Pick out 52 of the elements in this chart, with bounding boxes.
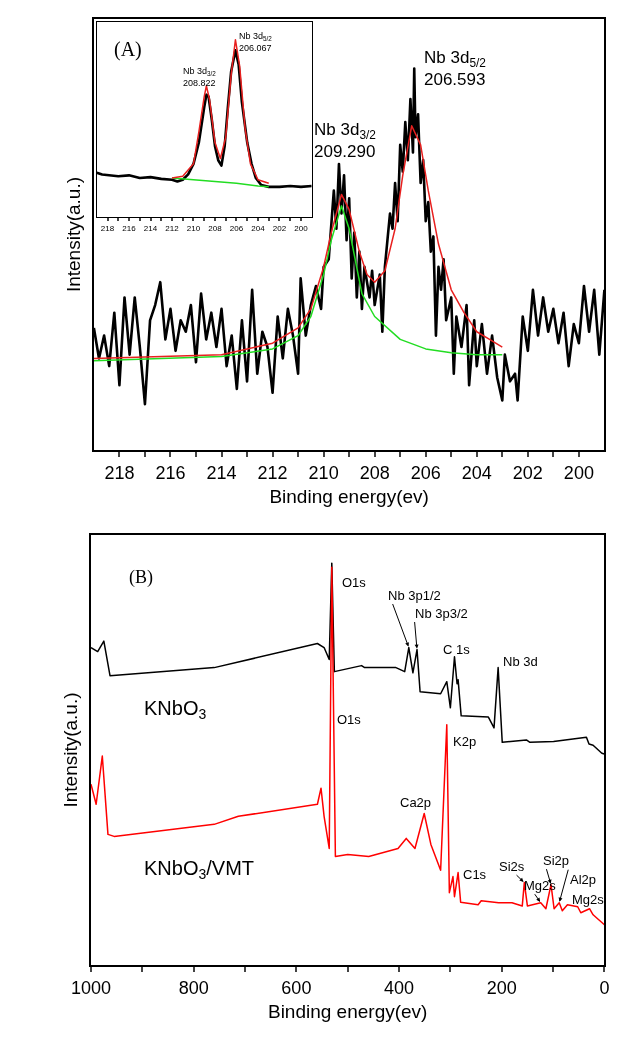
x-tick-label: 204	[461, 462, 492, 483]
annotation: O1s	[342, 575, 367, 590]
annotation: C1s	[463, 867, 487, 882]
y-axis-title: Intensity(a.u.)	[63, 176, 85, 293]
annotation: (B)	[129, 567, 153, 588]
x-tick-label: 212	[257, 462, 288, 483]
x-tick-label: 212	[165, 223, 180, 233]
x-tick-label: 200	[563, 462, 594, 483]
x-tick-label: 210	[186, 223, 201, 233]
x-tick-label: 800	[178, 977, 209, 998]
x-tick-label: 214	[143, 223, 158, 233]
annotation: Mg2s	[572, 892, 605, 907]
annotation: Nb 3d$_{5/2}$ 206.593	[424, 48, 487, 90]
x-tick-label: 0	[599, 977, 610, 998]
annotation: Nb 3p1/2	[388, 588, 441, 603]
series-label: KNbO$_{3}$/VMT	[144, 857, 255, 883]
annotation: Ca2p	[400, 795, 432, 810]
x-tick-label: 206	[410, 462, 441, 483]
x-tick-label: 206	[229, 223, 244, 233]
annotation: Nb 3d	[503, 654, 538, 669]
x-tick-label: 202	[272, 223, 287, 233]
x-axis-title: Binding energy(ev)	[269, 485, 429, 507]
x-tick-label: 218	[104, 462, 135, 483]
x-tick-label: 208	[359, 462, 390, 483]
y-axis-title: Intensity(a.u.)	[60, 692, 82, 808]
annotation: Si2s	[499, 859, 525, 874]
x-tick-label: 202	[512, 462, 543, 483]
annotation: Nb 3d$_{3/2}$ 209.290	[314, 120, 377, 162]
x-axis-title: Binding energy(ev)	[267, 1000, 428, 1022]
x-tick-label: 200	[486, 977, 517, 998]
annotation: K2p	[453, 734, 477, 749]
series-label: KNbO$_{3}$	[144, 697, 207, 723]
annotation: Al2p	[570, 872, 597, 887]
annotation: C 1s	[443, 642, 471, 657]
x-tick-label: 216	[155, 462, 186, 483]
x-tick-label: 216	[122, 223, 137, 233]
annotation: O1s	[337, 712, 362, 727]
x-tick-label: 208	[208, 223, 223, 233]
x-tick-label: 204	[251, 223, 266, 233]
annotation: Nb 3d$_{3/2}$ 208.822	[183, 66, 217, 88]
annotation: Nb 3p3/2	[415, 606, 468, 621]
x-tick-label: 400	[384, 977, 415, 998]
annotation: Mg2s	[524, 878, 557, 893]
x-tick-label: 600	[281, 977, 312, 998]
x-tick-label: 210	[308, 462, 339, 483]
x-tick-label: 200	[294, 223, 309, 233]
annotation: Si2p	[543, 853, 570, 868]
x-tick-label: 218	[100, 223, 115, 233]
x-tick-label: 1000	[70, 977, 112, 998]
annotation: Nb 3d$_{5/2}$ 206.067	[239, 31, 273, 53]
x-tick-label: 214	[206, 462, 237, 483]
annotation: (A)	[114, 38, 142, 61]
